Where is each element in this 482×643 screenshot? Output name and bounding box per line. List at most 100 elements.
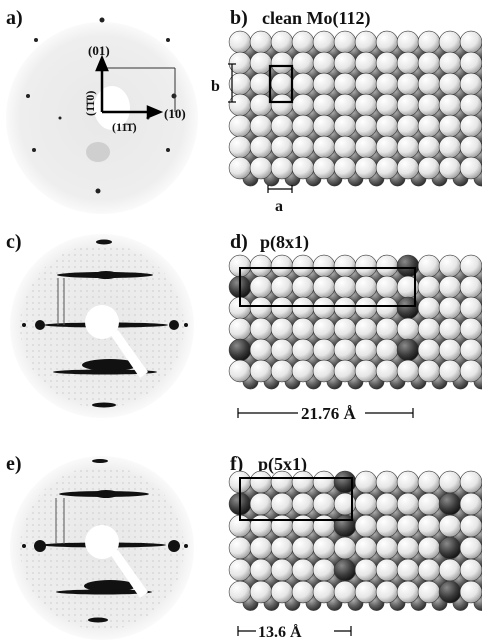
surface-atom bbox=[459, 492, 482, 516]
surface-atom bbox=[249, 275, 273, 299]
surface-atom bbox=[459, 317, 482, 341]
surface-atom bbox=[375, 51, 399, 75]
panel-letter-f: f) bbox=[230, 453, 243, 475]
label-a: a bbox=[275, 198, 283, 215]
surface-atom bbox=[438, 558, 462, 582]
leed-gun-arm-c bbox=[110, 330, 148, 378]
surface-atom bbox=[291, 296, 315, 320]
surface-atom bbox=[459, 296, 482, 320]
unit-cell-e bbox=[55, 498, 65, 544]
panel-letter-e: e) bbox=[6, 453, 22, 475]
surface-atom bbox=[438, 156, 462, 180]
surface-atom bbox=[291, 30, 315, 54]
surface-atom bbox=[312, 470, 336, 494]
adsorbate-atom bbox=[396, 338, 420, 362]
surface-atom bbox=[228, 359, 252, 383]
surface-atom bbox=[249, 580, 273, 604]
surface-atom bbox=[333, 536, 357, 560]
surface-atom bbox=[354, 470, 378, 494]
surface-atom bbox=[333, 114, 357, 138]
scale-label-f: 13.6 Å bbox=[258, 623, 302, 641]
surface-atom bbox=[291, 72, 315, 96]
surface-atom bbox=[354, 317, 378, 341]
surface-atom bbox=[459, 135, 482, 159]
surface-atom bbox=[270, 338, 294, 362]
surface-atom bbox=[249, 156, 273, 180]
surface-atom bbox=[270, 470, 294, 494]
surface-atom bbox=[459, 254, 482, 278]
arrow-right-icon bbox=[146, 105, 164, 119]
surface-atom bbox=[270, 51, 294, 75]
adsorbate-atom bbox=[333, 558, 357, 582]
surface-atom bbox=[417, 156, 441, 180]
surface-atom bbox=[270, 30, 294, 54]
surface-atom bbox=[354, 135, 378, 159]
surface-atom bbox=[312, 558, 336, 582]
surface-atom bbox=[375, 30, 399, 54]
surface-atom bbox=[270, 254, 294, 278]
bracket-a bbox=[267, 185, 293, 193]
surface-atom bbox=[270, 359, 294, 383]
leed-gun-arm-e bbox=[110, 550, 148, 598]
surface-atom bbox=[333, 135, 357, 159]
surface-atom bbox=[291, 470, 315, 494]
label-110: (1̄1̄0) bbox=[83, 91, 97, 116]
surface-atom bbox=[333, 296, 357, 320]
surface-atom bbox=[249, 135, 273, 159]
surface-atom bbox=[333, 580, 357, 604]
surface-atom bbox=[396, 492, 420, 516]
surface-atom bbox=[228, 30, 252, 54]
surface-atom bbox=[459, 580, 482, 604]
leed-gun-e bbox=[85, 525, 119, 559]
surface-atom bbox=[417, 275, 441, 299]
surface-atom bbox=[417, 470, 441, 494]
surface-atom bbox=[249, 114, 273, 138]
surface-atom bbox=[291, 156, 315, 180]
surface-atom bbox=[312, 536, 336, 560]
surface-atom bbox=[354, 514, 378, 538]
label-01: (01) bbox=[88, 43, 110, 58]
surface-atom bbox=[417, 93, 441, 117]
surface-atom bbox=[312, 275, 336, 299]
leed-streaks-e bbox=[22, 459, 188, 623]
surface-atom bbox=[375, 536, 399, 560]
bracket-b bbox=[228, 63, 236, 103]
surface-atom bbox=[354, 72, 378, 96]
surface-atom bbox=[249, 558, 273, 582]
adsorbate-atom bbox=[228, 338, 252, 362]
surface-atom bbox=[438, 30, 462, 54]
surface-atom bbox=[270, 93, 294, 117]
surface-atom bbox=[291, 558, 315, 582]
surface-atom bbox=[396, 51, 420, 75]
unit-cell-c bbox=[57, 278, 65, 325]
surface-atom bbox=[228, 135, 252, 159]
surface-atom bbox=[459, 470, 482, 494]
panel-title-b: clean Mo(112) bbox=[262, 8, 370, 29]
surface-atom bbox=[417, 492, 441, 516]
surface-atom bbox=[375, 492, 399, 516]
surface-atom bbox=[249, 338, 273, 362]
surface-atom bbox=[312, 492, 336, 516]
surface-atom bbox=[438, 296, 462, 320]
surface-atom bbox=[459, 114, 482, 138]
surface-atom bbox=[396, 93, 420, 117]
surface-atom bbox=[396, 317, 420, 341]
surface-atom bbox=[312, 93, 336, 117]
surface-atom bbox=[291, 317, 315, 341]
surface-atom bbox=[249, 492, 273, 516]
surface-atom bbox=[249, 93, 273, 117]
surface-atom bbox=[396, 72, 420, 96]
surface-atom bbox=[375, 558, 399, 582]
surface-atom bbox=[312, 317, 336, 341]
surface-atom bbox=[375, 470, 399, 494]
surface-atom bbox=[438, 317, 462, 341]
surface-atom bbox=[249, 359, 273, 383]
surface-atom bbox=[291, 114, 315, 138]
surface-atom bbox=[270, 558, 294, 582]
reciprocal-arrows-a bbox=[95, 54, 164, 119]
surface-atom bbox=[396, 514, 420, 538]
surface-atom bbox=[396, 359, 420, 383]
panel-title-d: p(8x1) bbox=[260, 232, 309, 253]
surface-atom bbox=[291, 93, 315, 117]
surface-atom bbox=[249, 254, 273, 278]
